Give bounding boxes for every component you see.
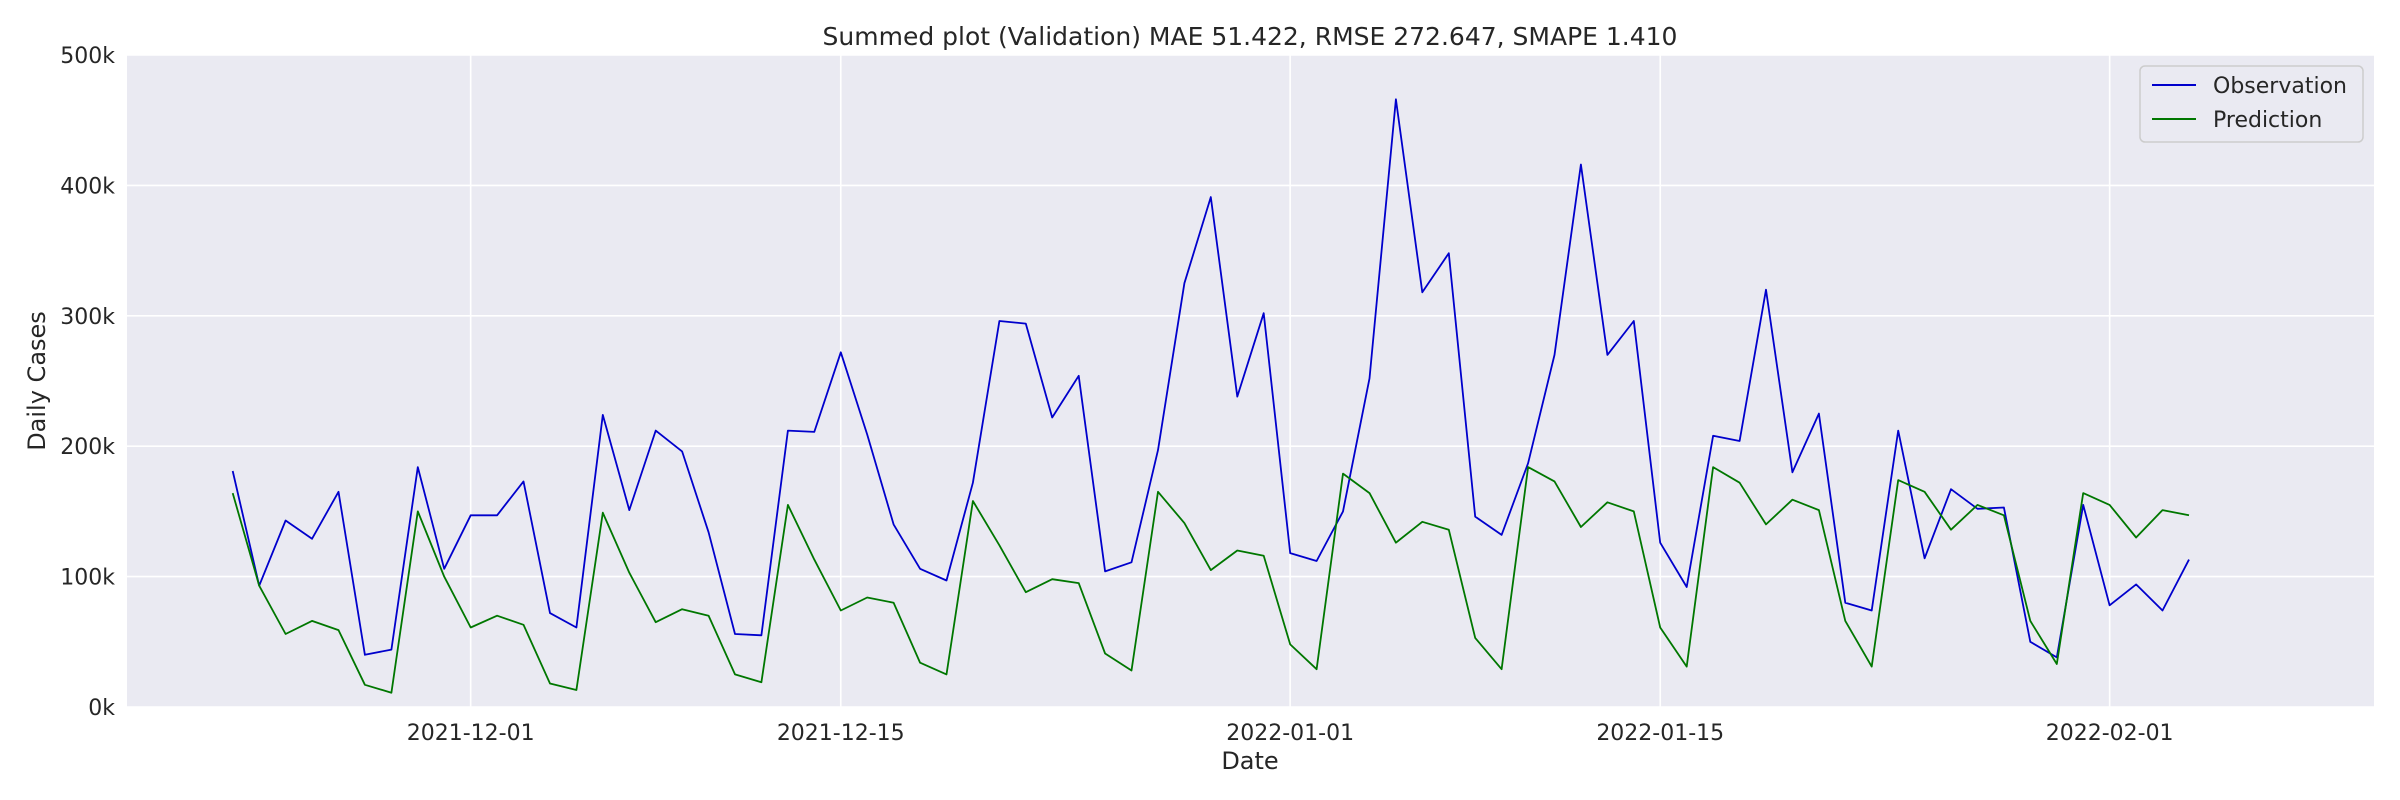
x-tick-label: 2022-01-01 bbox=[1226, 721, 1354, 746]
y-tick-label: 200k bbox=[60, 435, 115, 460]
y-tick-label: 0k bbox=[88, 696, 115, 721]
x-tick-labels: 2021-12-01 2021-12-15 2022-01-01 2022-01-15… bbox=[407, 721, 2174, 746]
y-tick-label: 500k bbox=[60, 44, 115, 69]
x-tick-label: 2022-02-01 bbox=[2046, 721, 2174, 746]
x-tick-label: 2021-12-01 bbox=[407, 721, 535, 746]
legend-label-prediction: Prediction bbox=[2213, 108, 2322, 133]
y-tick-label: 100k bbox=[60, 566, 115, 591]
series-line-observation bbox=[231, 98, 2190, 659]
legend: Observation Prediction bbox=[2139, 65, 2364, 143]
x-tick-label: 2021-12-15 bbox=[777, 721, 905, 746]
legend-label-observation: Observation bbox=[2213, 74, 2347, 99]
y-axis-label: Daily Cases bbox=[23, 311, 51, 451]
plot-background bbox=[127, 55, 2374, 707]
y-tick-label: 400k bbox=[60, 174, 115, 199]
series-line-prediction bbox=[231, 466, 2190, 694]
series-lines bbox=[231, 98, 2190, 694]
x-tick-label: 2022-01-15 bbox=[1596, 721, 1724, 746]
x-axis-label: Date bbox=[1221, 747, 1278, 775]
chart-title: Summed plot (Validation) MAE 51.422, RMS… bbox=[823, 22, 1678, 51]
y-tick-label: 300k bbox=[60, 305, 115, 330]
y-tick-labels: 0k 100k 200k 300k 400k 500k bbox=[60, 44, 115, 721]
grid-lines bbox=[127, 54, 2374, 708]
